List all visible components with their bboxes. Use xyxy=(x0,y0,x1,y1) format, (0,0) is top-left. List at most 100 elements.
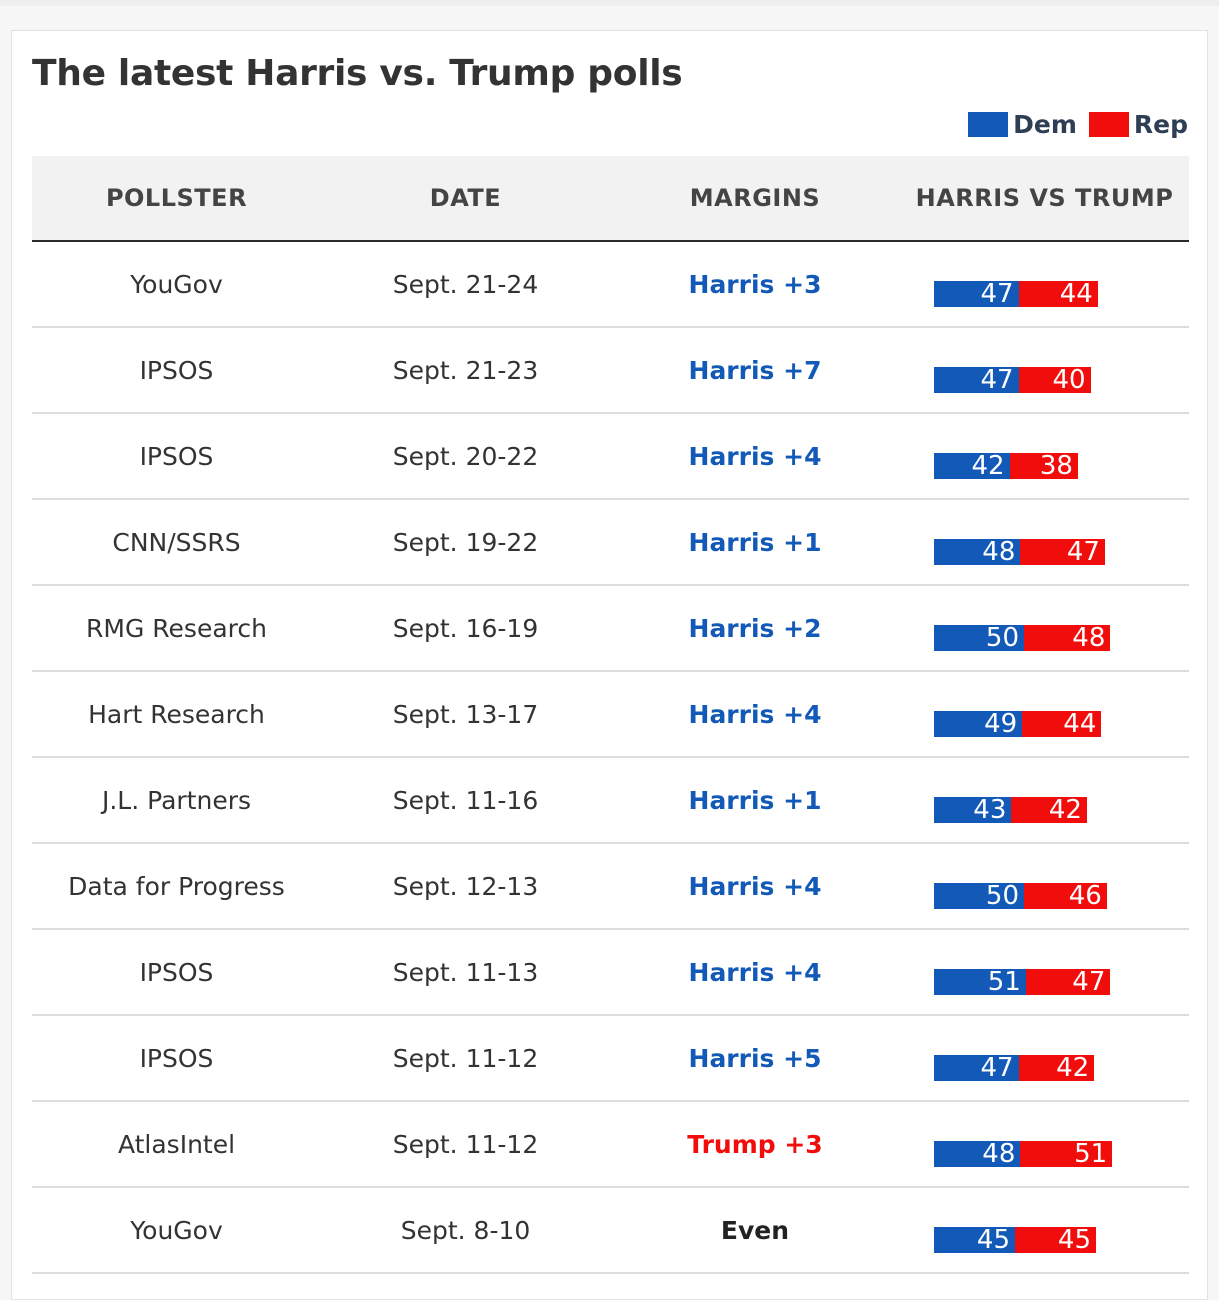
table-row: IPSOS Sept. 11-13 Harris +4 51 47 xyxy=(32,929,1189,1015)
poll-bar: 50 48 xyxy=(934,625,1189,651)
bar-cell: 50 46 xyxy=(900,843,1189,929)
table-row: J.L. Partners Sept. 11-16 Harris +1 43 42 xyxy=(32,757,1189,843)
col-header-margins: MARGINS xyxy=(689,184,821,212)
harris-bar-segment: 47 xyxy=(934,1055,1019,1081)
harris-bar-segment: 47 xyxy=(934,367,1019,393)
pollster-cell: Data for Progress xyxy=(68,871,285,901)
table-row: CNN/SSRS Sept. 19-22 Harris +1 48 47 xyxy=(32,499,1189,585)
bar-cell: 45 45 xyxy=(900,1187,1189,1273)
card-title: The latest Harris vs. Trump polls xyxy=(32,53,683,94)
poll-bar: 50 46 xyxy=(934,883,1189,909)
bar-cell: 43 42 xyxy=(900,757,1189,843)
rep-swatch xyxy=(1088,112,1129,137)
trump-bar-segment: 38 xyxy=(1009,453,1078,479)
bar-cell: 48 51 xyxy=(900,1101,1189,1187)
bar-cell: 51 47 xyxy=(900,929,1189,1015)
dem-legend-label: Dem xyxy=(1013,110,1077,139)
margin-cell: Harris +4 xyxy=(688,957,822,987)
poll-bar: 51 47 xyxy=(934,969,1189,995)
top-strip xyxy=(0,0,1219,6)
pollster-cell: J.L. Partners xyxy=(101,785,252,815)
trump-bar-segment: 44 xyxy=(1018,281,1098,307)
harris-bar-segment: 45 xyxy=(934,1227,1015,1253)
trump-bar-segment: 51 xyxy=(1020,1141,1113,1167)
trump-bar-segment: 45 xyxy=(1015,1227,1096,1253)
margin-cell: Harris +4 xyxy=(688,441,822,471)
poll-rows: YouGov Sept. 21-24 Harris +3 47 44 IPSOS Sept.… xyxy=(32,241,1189,1273)
table-row: YouGov Sept. 8-10 Even 45 45 xyxy=(32,1187,1189,1273)
bar-cell: 47 44 xyxy=(900,241,1189,327)
pollster-cell: IPSOS xyxy=(139,1043,214,1073)
pollster-cell: IPSOS xyxy=(139,441,214,471)
margin-cell: Harris +4 xyxy=(688,871,822,901)
date-cell: Sept. 11-13 xyxy=(392,957,539,987)
table-row: IPSOS Sept. 21-23 Harris +7 47 40 xyxy=(32,327,1189,413)
dem-swatch xyxy=(968,112,1009,137)
pollster-cell: CNN/SSRS xyxy=(112,527,241,557)
table-row: YouGov Sept. 21-24 Harris +3 47 44 xyxy=(32,241,1189,327)
col-header-harris-vs-trump: HARRIS VS TRUMP xyxy=(915,184,1174,212)
bar-cell: 50 48 xyxy=(900,585,1189,671)
bar-cell: 49 44 xyxy=(900,671,1189,757)
margin-cell: Harris +3 xyxy=(688,269,822,299)
pollster-cell: YouGov xyxy=(130,1215,223,1245)
pollster-cell: AtlasIntel xyxy=(117,1129,236,1159)
date-cell: Sept. 12-13 xyxy=(392,871,539,901)
trump-bar-segment: 42 xyxy=(1011,797,1087,823)
harris-bar-segment: 48 xyxy=(934,539,1021,565)
col-header-pollster: POLLSTER xyxy=(105,184,248,212)
poll-bar: 48 51 xyxy=(934,1141,1189,1167)
poll-bar: 43 42 xyxy=(934,797,1189,823)
pollster-cell: YouGov xyxy=(130,269,223,299)
trump-bar-segment: 47 xyxy=(1025,969,1111,995)
poll-bar: 45 45 xyxy=(934,1227,1189,1253)
poll-bar: 47 44 xyxy=(934,281,1189,307)
poll-bar: 48 47 xyxy=(934,539,1189,565)
harris-bar-segment: 51 xyxy=(934,969,1026,995)
rep-legend-label: Rep xyxy=(1133,110,1188,139)
trump-bar-segment: 40 xyxy=(1018,367,1091,393)
poll-bar: 47 42 xyxy=(934,1055,1189,1081)
margin-cell: Harris +1 xyxy=(688,527,822,557)
trump-bar-segment: 48 xyxy=(1024,625,1111,651)
pollster-cell: IPSOS xyxy=(139,957,214,987)
harris-bar-segment: 47 xyxy=(934,281,1019,307)
date-cell: Sept. 11-12 xyxy=(392,1129,539,1159)
margin-cell: Harris +7 xyxy=(688,355,822,385)
date-cell: Sept. 19-22 xyxy=(392,527,539,557)
date-cell: Sept. 20-22 xyxy=(392,441,539,471)
harris-bar-segment: 50 xyxy=(934,883,1024,909)
margin-cell: Harris +4 xyxy=(688,699,822,729)
date-cell: Sept. 13-17 xyxy=(392,699,539,729)
harris-bar-segment: 43 xyxy=(934,797,1012,823)
date-cell: Sept. 11-12 xyxy=(392,1043,539,1073)
date-cell: Sept. 21-24 xyxy=(392,269,539,299)
pollster-cell: Hart Research xyxy=(88,699,265,729)
table-row: Data for Progress Sept. 12-13 Harris +4 50 4… xyxy=(32,843,1189,929)
bar-cell: 48 47 xyxy=(900,499,1189,585)
margin-cell: Trump +3 xyxy=(687,1129,823,1159)
date-cell: Sept. 11-16 xyxy=(392,785,539,815)
table-header-row: POLLSTER DATE MARGINS HARRIS VS TRUMP xyxy=(32,156,1189,241)
polls-table: POLLSTER DATE MARGINS HARRIS VS TRUMP Yo… xyxy=(32,156,1189,1274)
polls-card: The latest Harris vs. Trump polls Dem Re… xyxy=(11,30,1208,1300)
legend: Dem Rep xyxy=(968,110,1188,139)
poll-bar: 42 38 xyxy=(934,453,1189,479)
pollster-cell: RMG Research xyxy=(86,613,267,643)
harris-bar-segment: 49 xyxy=(934,711,1023,737)
poll-bar: 47 40 xyxy=(934,367,1189,393)
table-row: RMG Research Sept. 16-19 Harris +2 50 48 xyxy=(32,585,1189,671)
date-cell: Sept. 21-23 xyxy=(392,355,539,385)
trump-bar-segment: 46 xyxy=(1024,883,1107,909)
table-row: IPSOS Sept. 20-22 Harris +4 42 38 xyxy=(32,413,1189,499)
pollster-cell: IPSOS xyxy=(139,355,214,385)
trump-bar-segment: 42 xyxy=(1018,1055,1095,1081)
margin-cell: Harris +1 xyxy=(688,785,822,815)
bar-cell: 47 40 xyxy=(900,327,1189,413)
date-cell: Sept. 8-10 xyxy=(400,1215,531,1245)
harris-bar-segment: 50 xyxy=(934,625,1024,651)
margin-cell: Harris +5 xyxy=(688,1043,822,1073)
trump-bar-segment: 47 xyxy=(1020,539,1105,565)
harris-bar-segment: 48 xyxy=(934,1141,1021,1167)
table-row: Hart Research Sept. 13-17 Harris +4 49 44 xyxy=(32,671,1189,757)
